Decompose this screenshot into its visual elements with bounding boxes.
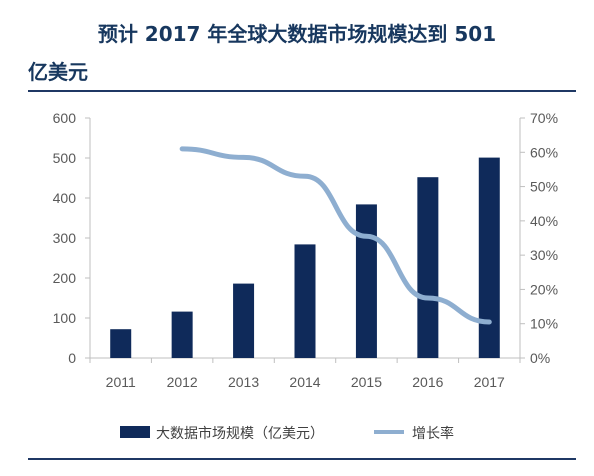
x-tick-label: 2013: [228, 374, 259, 390]
y-right-tick-label: 30%: [530, 247, 558, 263]
y-right-tick-label: 0%: [530, 350, 550, 366]
bottom-divider: [28, 458, 576, 460]
top-divider: [28, 90, 576, 92]
bar: [233, 283, 255, 358]
bar: [478, 157, 500, 358]
title-line-2: 亿美元: [28, 60, 88, 84]
x-tick-label: 2012: [167, 374, 198, 390]
x-tick-label: 2015: [351, 374, 382, 390]
y-left-tick-label: 500: [53, 150, 77, 166]
y-right-tick-label: 10%: [530, 316, 558, 332]
y-right-tick-label: 20%: [530, 281, 558, 297]
y-left-tick-label: 300: [53, 230, 77, 246]
chart-title: 预计 2017 年全球大数据市场规模达到 501 亿美元: [0, 0, 594, 88]
x-tick-label: 2014: [289, 374, 320, 390]
bar: [110, 329, 132, 358]
title-line-1: 预计 2017 年全球大数据市场规模达到 501: [97, 22, 497, 46]
y-right-tick-label: 70%: [530, 110, 558, 126]
x-tick-label: 2017: [474, 374, 505, 390]
x-tick-label: 2016: [412, 374, 443, 390]
legend-label-bar: 大数据市场规模（亿美元）: [156, 425, 324, 442]
y-right-tick-label: 60%: [530, 144, 558, 160]
y-left-tick-label: 600: [53, 110, 77, 126]
bar: [171, 311, 193, 358]
y-left-tick-label: 0: [68, 350, 76, 366]
legend-label-line: 增长率: [412, 425, 454, 442]
bar: [294, 244, 316, 358]
bar: [355, 204, 377, 358]
y-right-tick-label: 50%: [530, 179, 558, 195]
legend-swatch-bar: [120, 426, 150, 438]
growth-rate-line: [179, 146, 492, 325]
y-left-tick-label: 100: [53, 310, 77, 326]
bar: [417, 177, 439, 358]
y-right-tick-label: 40%: [530, 213, 558, 229]
y-left-tick-label: 400: [53, 190, 77, 206]
x-tick-label: 2011: [106, 374, 136, 390]
y-left-tick-label: 200: [53, 270, 77, 286]
